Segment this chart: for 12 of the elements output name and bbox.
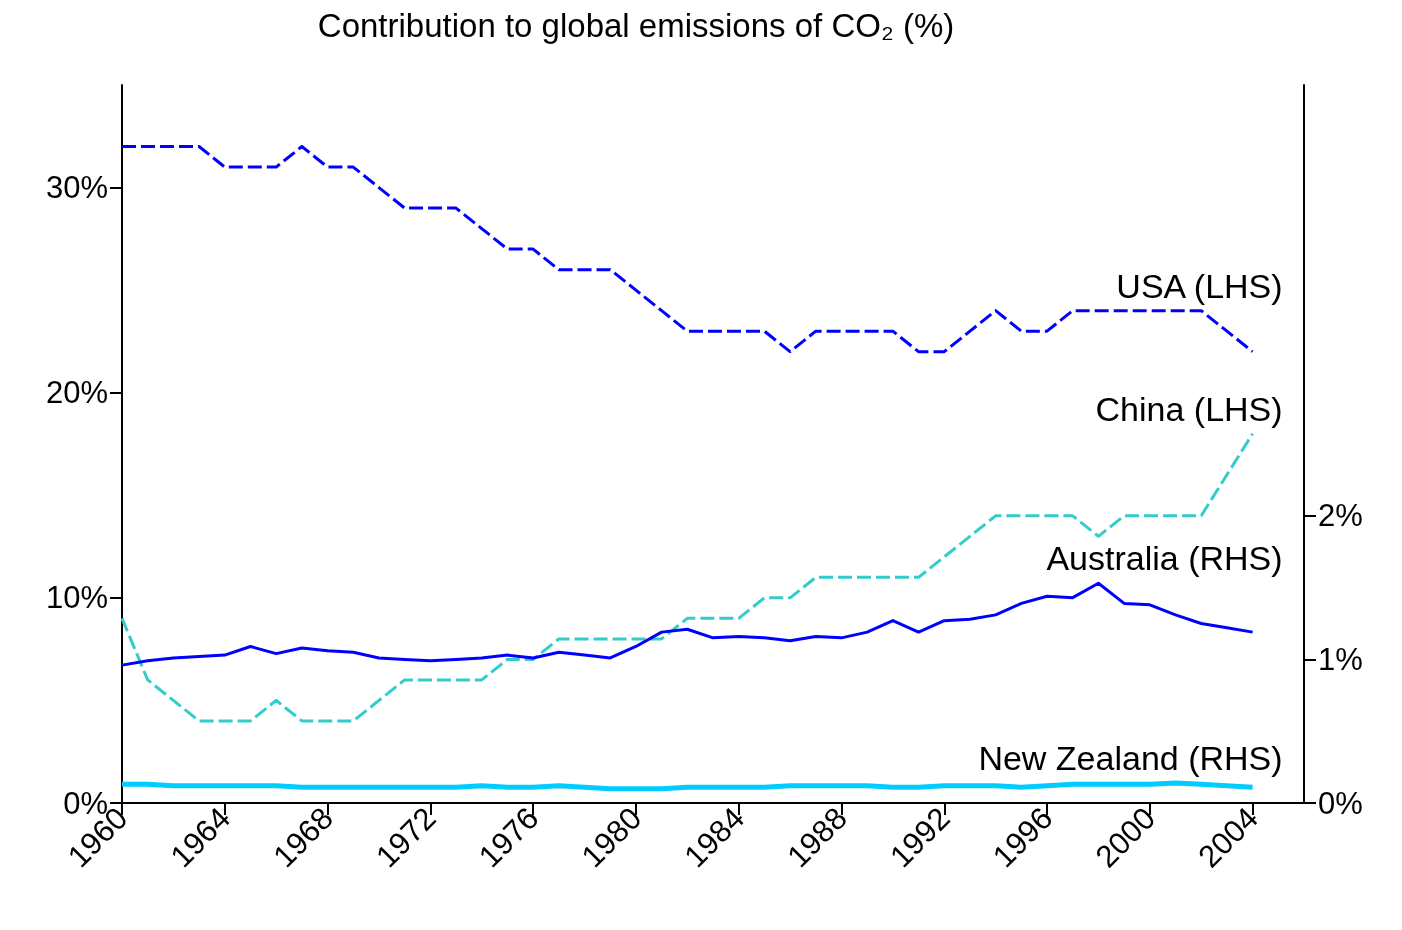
y2-tick-label: 2% (1318, 498, 1363, 534)
line-series (120, 581, 1255, 667)
y2-tick-label: 1% (1318, 641, 1363, 677)
series-label: New Zealand (RHS) (978, 738, 1283, 777)
y2-tick-label: 0% (1318, 785, 1363, 821)
series-label: USA (LHS) (1116, 266, 1283, 305)
series-label: Australia (RHS) (1046, 539, 1283, 578)
y-tick-label: 10% (45, 580, 108, 616)
y-tick-label: 30% (45, 170, 108, 206)
series-label: China (LHS) (1095, 389, 1283, 428)
chart-title: Contribution to global emissions of CO₂ (%) (317, 7, 955, 44)
y-tick-label: 20% (45, 375, 108, 411)
